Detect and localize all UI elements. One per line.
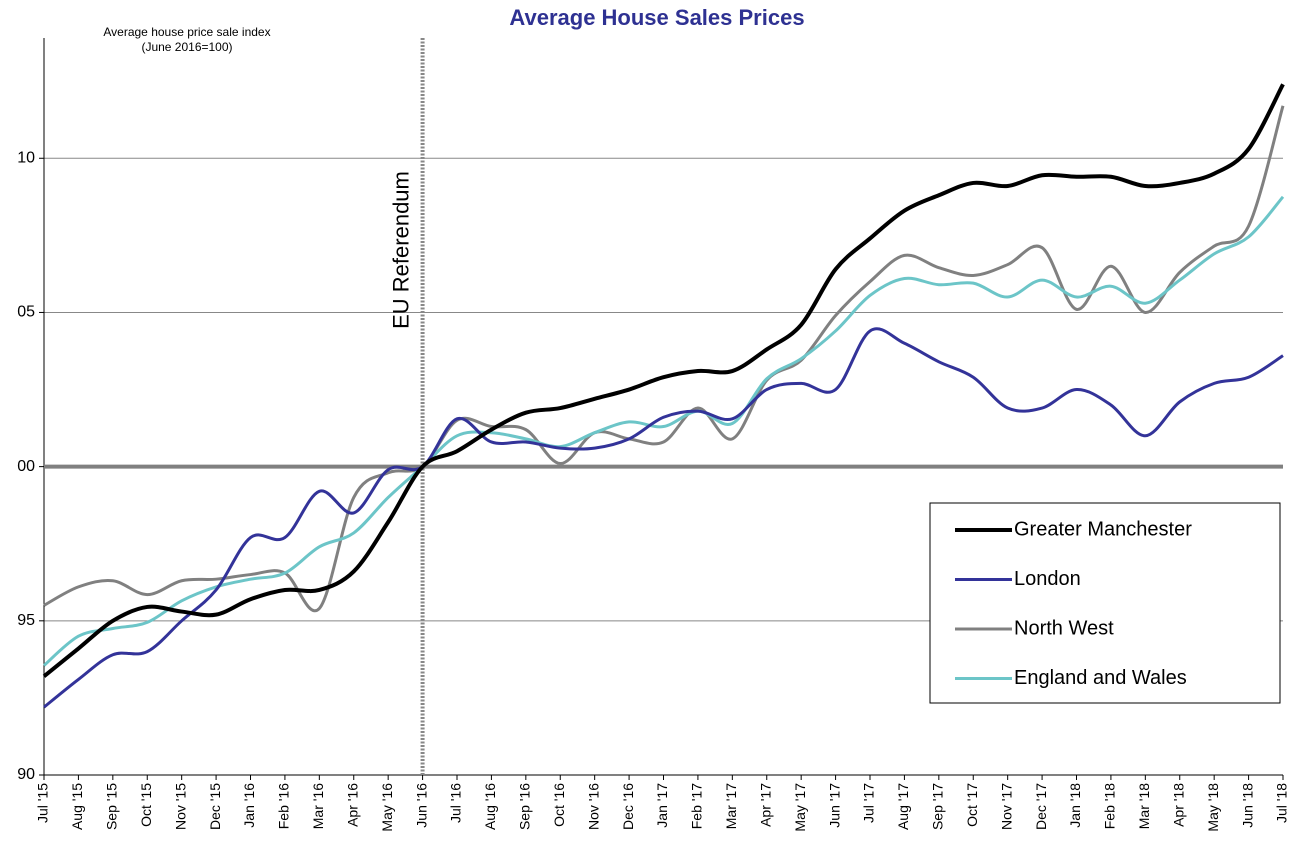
series-line xyxy=(42,83,1285,678)
series-line xyxy=(43,105,1285,613)
x-tick-label: Dec '15 xyxy=(207,783,223,830)
x-tick-label: May '16 xyxy=(379,783,395,832)
x-tick-label: May '17 xyxy=(792,783,808,832)
x-tick-label: Oct '17 xyxy=(964,783,980,827)
x-tick-label: Mar '17 xyxy=(723,783,739,829)
annotation: EU Referendum xyxy=(388,171,413,329)
y-tick-label: 05 xyxy=(17,304,35,321)
x-tick-label: Nov '15 xyxy=(172,783,188,830)
subtitle: Average house price sale index xyxy=(103,25,270,39)
x-tick-label: Apr '18 xyxy=(1170,783,1186,827)
x-tick-label: Sep '17 xyxy=(930,783,946,830)
x-tick-label: Feb '16 xyxy=(276,783,292,829)
y-tick-label: 10 xyxy=(17,149,35,166)
series-line xyxy=(43,327,1284,709)
legend-label: Greater Manchester xyxy=(1014,518,1192,540)
x-tick-label: Oct '16 xyxy=(551,783,567,827)
x-tick-label: Apr '17 xyxy=(757,783,773,827)
y-tick-label: 95 xyxy=(17,612,35,629)
x-tick-label: Aug '15 xyxy=(69,783,85,830)
x-tick-label: Jan '18 xyxy=(1067,783,1083,828)
x-tick-label: Jul '16 xyxy=(448,783,464,823)
x-tick-label: Jun '16 xyxy=(413,783,429,828)
x-tick-label: Feb '18 xyxy=(1102,783,1118,829)
x-tick-label: Mar '16 xyxy=(310,783,326,829)
x-tick-label: Nov '17 xyxy=(998,783,1014,830)
x-tick-label: Jan '17 xyxy=(654,783,670,828)
x-tick-label: Aug '16 xyxy=(482,783,498,830)
x-tick-label: Aug '17 xyxy=(895,783,911,830)
x-tick-label: Mar '18 xyxy=(1136,783,1152,829)
x-tick-label: Jun '17 xyxy=(826,783,842,828)
x-tick-label: Nov '16 xyxy=(585,783,601,830)
y-tick-label: 90 xyxy=(17,766,35,783)
subtitle: (June 2016=100) xyxy=(141,40,232,54)
series-line xyxy=(43,195,1285,667)
legend-label: London xyxy=(1014,568,1081,590)
legend-label: North West xyxy=(1014,617,1114,639)
x-tick-label: Feb '17 xyxy=(689,783,705,829)
x-tick-label: Jun '18 xyxy=(1239,783,1255,828)
x-tick-label: Jul '17 xyxy=(861,783,877,823)
x-tick-label: Oct '15 xyxy=(138,783,154,827)
legend-label: England and Wales xyxy=(1014,667,1187,689)
legend-box xyxy=(929,502,1281,704)
x-tick-label: Dec '16 xyxy=(620,783,636,830)
x-tick-label: Apr '16 xyxy=(344,783,360,827)
x-tick-label: May '18 xyxy=(1205,783,1221,832)
x-tick-label: Jan '16 xyxy=(241,783,257,828)
chart-title: Average House Sales Prices xyxy=(509,5,804,30)
x-tick-label: Jul '15 xyxy=(35,783,51,823)
x-tick-label: Dec '17 xyxy=(1033,783,1049,830)
x-tick-label: Sep '15 xyxy=(104,783,120,830)
x-tick-label: Jul '18 xyxy=(1274,783,1290,823)
y-tick-label: 00 xyxy=(17,458,35,475)
x-tick-label: Sep '16 xyxy=(517,783,533,830)
